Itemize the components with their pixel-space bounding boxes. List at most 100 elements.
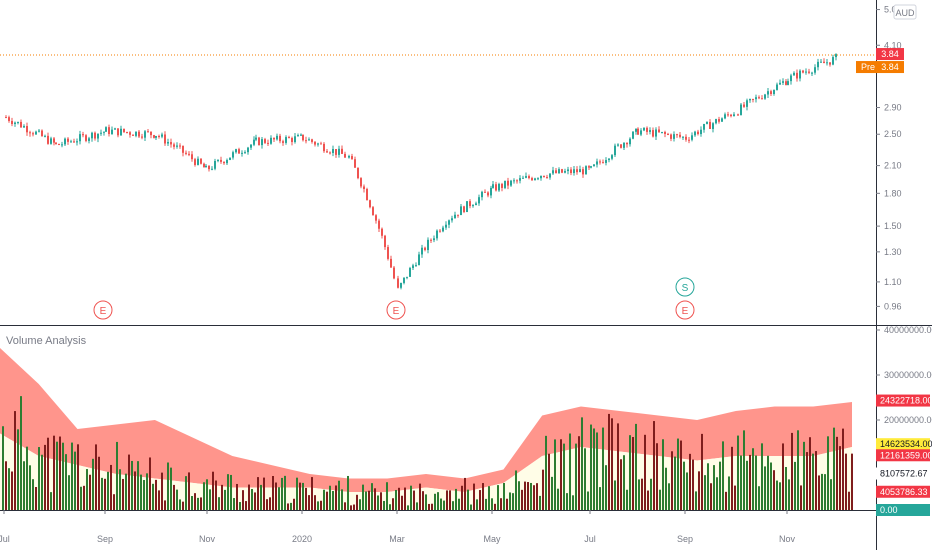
event-marker xyxy=(93,300,113,320)
candle-body xyxy=(460,206,462,216)
volume-bar xyxy=(515,470,517,510)
volume-bar xyxy=(74,451,76,510)
price-tick-label: 0.96 xyxy=(884,301,902,311)
candle-body xyxy=(94,132,96,139)
volume-bar xyxy=(44,444,46,510)
price-pane-bg xyxy=(0,0,876,325)
volume-bar xyxy=(422,491,424,510)
time-tick-label: Jul xyxy=(584,534,596,544)
time-tick-label: May xyxy=(483,534,501,544)
candle-body xyxy=(360,178,362,187)
volume-bar xyxy=(458,498,460,510)
volume-bar xyxy=(143,480,145,510)
currency-badge-box xyxy=(893,4,917,20)
candle-body xyxy=(250,144,252,148)
volume-axis[interactable]: 40000000.00 30000000.00 20000000.00 2432271… xyxy=(876,325,932,516)
volume-indicator-title[interactable]: Volume Analysis xyxy=(6,335,87,347)
candle-body xyxy=(585,166,587,175)
volume-bar xyxy=(152,483,154,510)
volume-pane[interactable]: Volume Analysis xyxy=(0,335,853,510)
candle-body xyxy=(808,71,810,73)
candle-body xyxy=(300,134,302,136)
volume-bar xyxy=(530,482,532,510)
volume-bar xyxy=(536,483,538,510)
candle-body xyxy=(247,147,249,153)
volume-bar xyxy=(218,497,220,510)
candle-body xyxy=(11,120,13,125)
volume-bar xyxy=(671,451,673,510)
volume-bar xyxy=(284,475,286,510)
volume-bar xyxy=(89,474,91,510)
candle-body xyxy=(835,54,837,58)
volume-bar xyxy=(734,485,736,510)
candle-body xyxy=(826,62,828,64)
volume-bar xyxy=(200,497,202,510)
candle-body xyxy=(258,137,260,146)
volume-bar xyxy=(5,461,7,510)
volume-bar xyxy=(176,489,178,510)
volume-bar xyxy=(602,427,604,510)
price-tick-label: 5.00 xyxy=(884,5,902,15)
candle-body xyxy=(158,136,160,138)
volume-bar xyxy=(485,498,487,510)
candle-body xyxy=(147,131,149,133)
candle-body xyxy=(427,239,429,251)
volume-bar xyxy=(464,477,466,510)
candle-body xyxy=(64,138,66,145)
candle-body xyxy=(737,114,739,116)
volume-bar xyxy=(683,461,685,510)
volume-bar xyxy=(449,490,451,510)
candle-body xyxy=(279,135,281,142)
volume-bar xyxy=(209,489,211,510)
candle-body xyxy=(179,145,181,147)
volume-bar xyxy=(398,487,400,510)
last-price-box xyxy=(876,48,904,61)
price-axis[interactable]: 5.00 4.10 2.90 2.50 2.10 1.80 1.50 1.30 1.10 0.96 xyxy=(876,5,902,312)
candle-body xyxy=(712,123,714,129)
currency-badge[interactable]: AUD xyxy=(893,4,917,20)
pre-market-value: 3.84 xyxy=(881,62,899,72)
candle-body xyxy=(658,129,660,133)
volume-level-box xyxy=(876,394,930,407)
volume-bar xyxy=(167,462,169,510)
candle-body xyxy=(543,175,545,178)
candle-body xyxy=(211,168,213,170)
volume-bar xyxy=(419,483,421,510)
volume-bar xyxy=(290,502,292,510)
candle-body xyxy=(655,129,657,137)
candle-body xyxy=(546,177,548,179)
candle-body xyxy=(510,180,512,186)
time-axis[interactable]: Jul Sep Nov 2020 Mar May Jul Sep Nov xyxy=(0,510,795,544)
volume-bar xyxy=(596,432,598,510)
candle-body xyxy=(375,215,377,221)
candle-body xyxy=(223,161,225,164)
candle-body xyxy=(161,134,163,137)
price-pane[interactable]: E E S E xyxy=(0,0,876,325)
candle-body xyxy=(82,134,84,136)
candle-body xyxy=(507,180,509,186)
candle-body xyxy=(88,138,90,141)
candle-body xyxy=(724,114,726,119)
currency-badge-text: AUD xyxy=(895,8,915,18)
volume-bar xyxy=(773,470,775,510)
volume-bar xyxy=(812,453,814,510)
candle-body xyxy=(640,130,642,135)
volume-level-label: 0.00 xyxy=(880,505,898,515)
candle-body xyxy=(424,247,426,251)
candle-body xyxy=(164,134,166,144)
candle-body xyxy=(381,228,383,236)
volume-bar xyxy=(11,471,13,510)
price-tick-label: 2.10 xyxy=(884,161,902,171)
volume-bar xyxy=(518,481,520,510)
candle-body xyxy=(796,72,798,79)
candle-body xyxy=(5,117,7,119)
candle-body xyxy=(487,192,489,196)
volume-bar xyxy=(572,495,574,510)
volume-bar xyxy=(260,484,262,510)
volume-bar xyxy=(554,439,556,510)
volume-bar xyxy=(743,430,745,510)
volume-bar xyxy=(371,483,373,510)
volume-bar xyxy=(779,482,781,510)
candle-body xyxy=(649,130,651,132)
